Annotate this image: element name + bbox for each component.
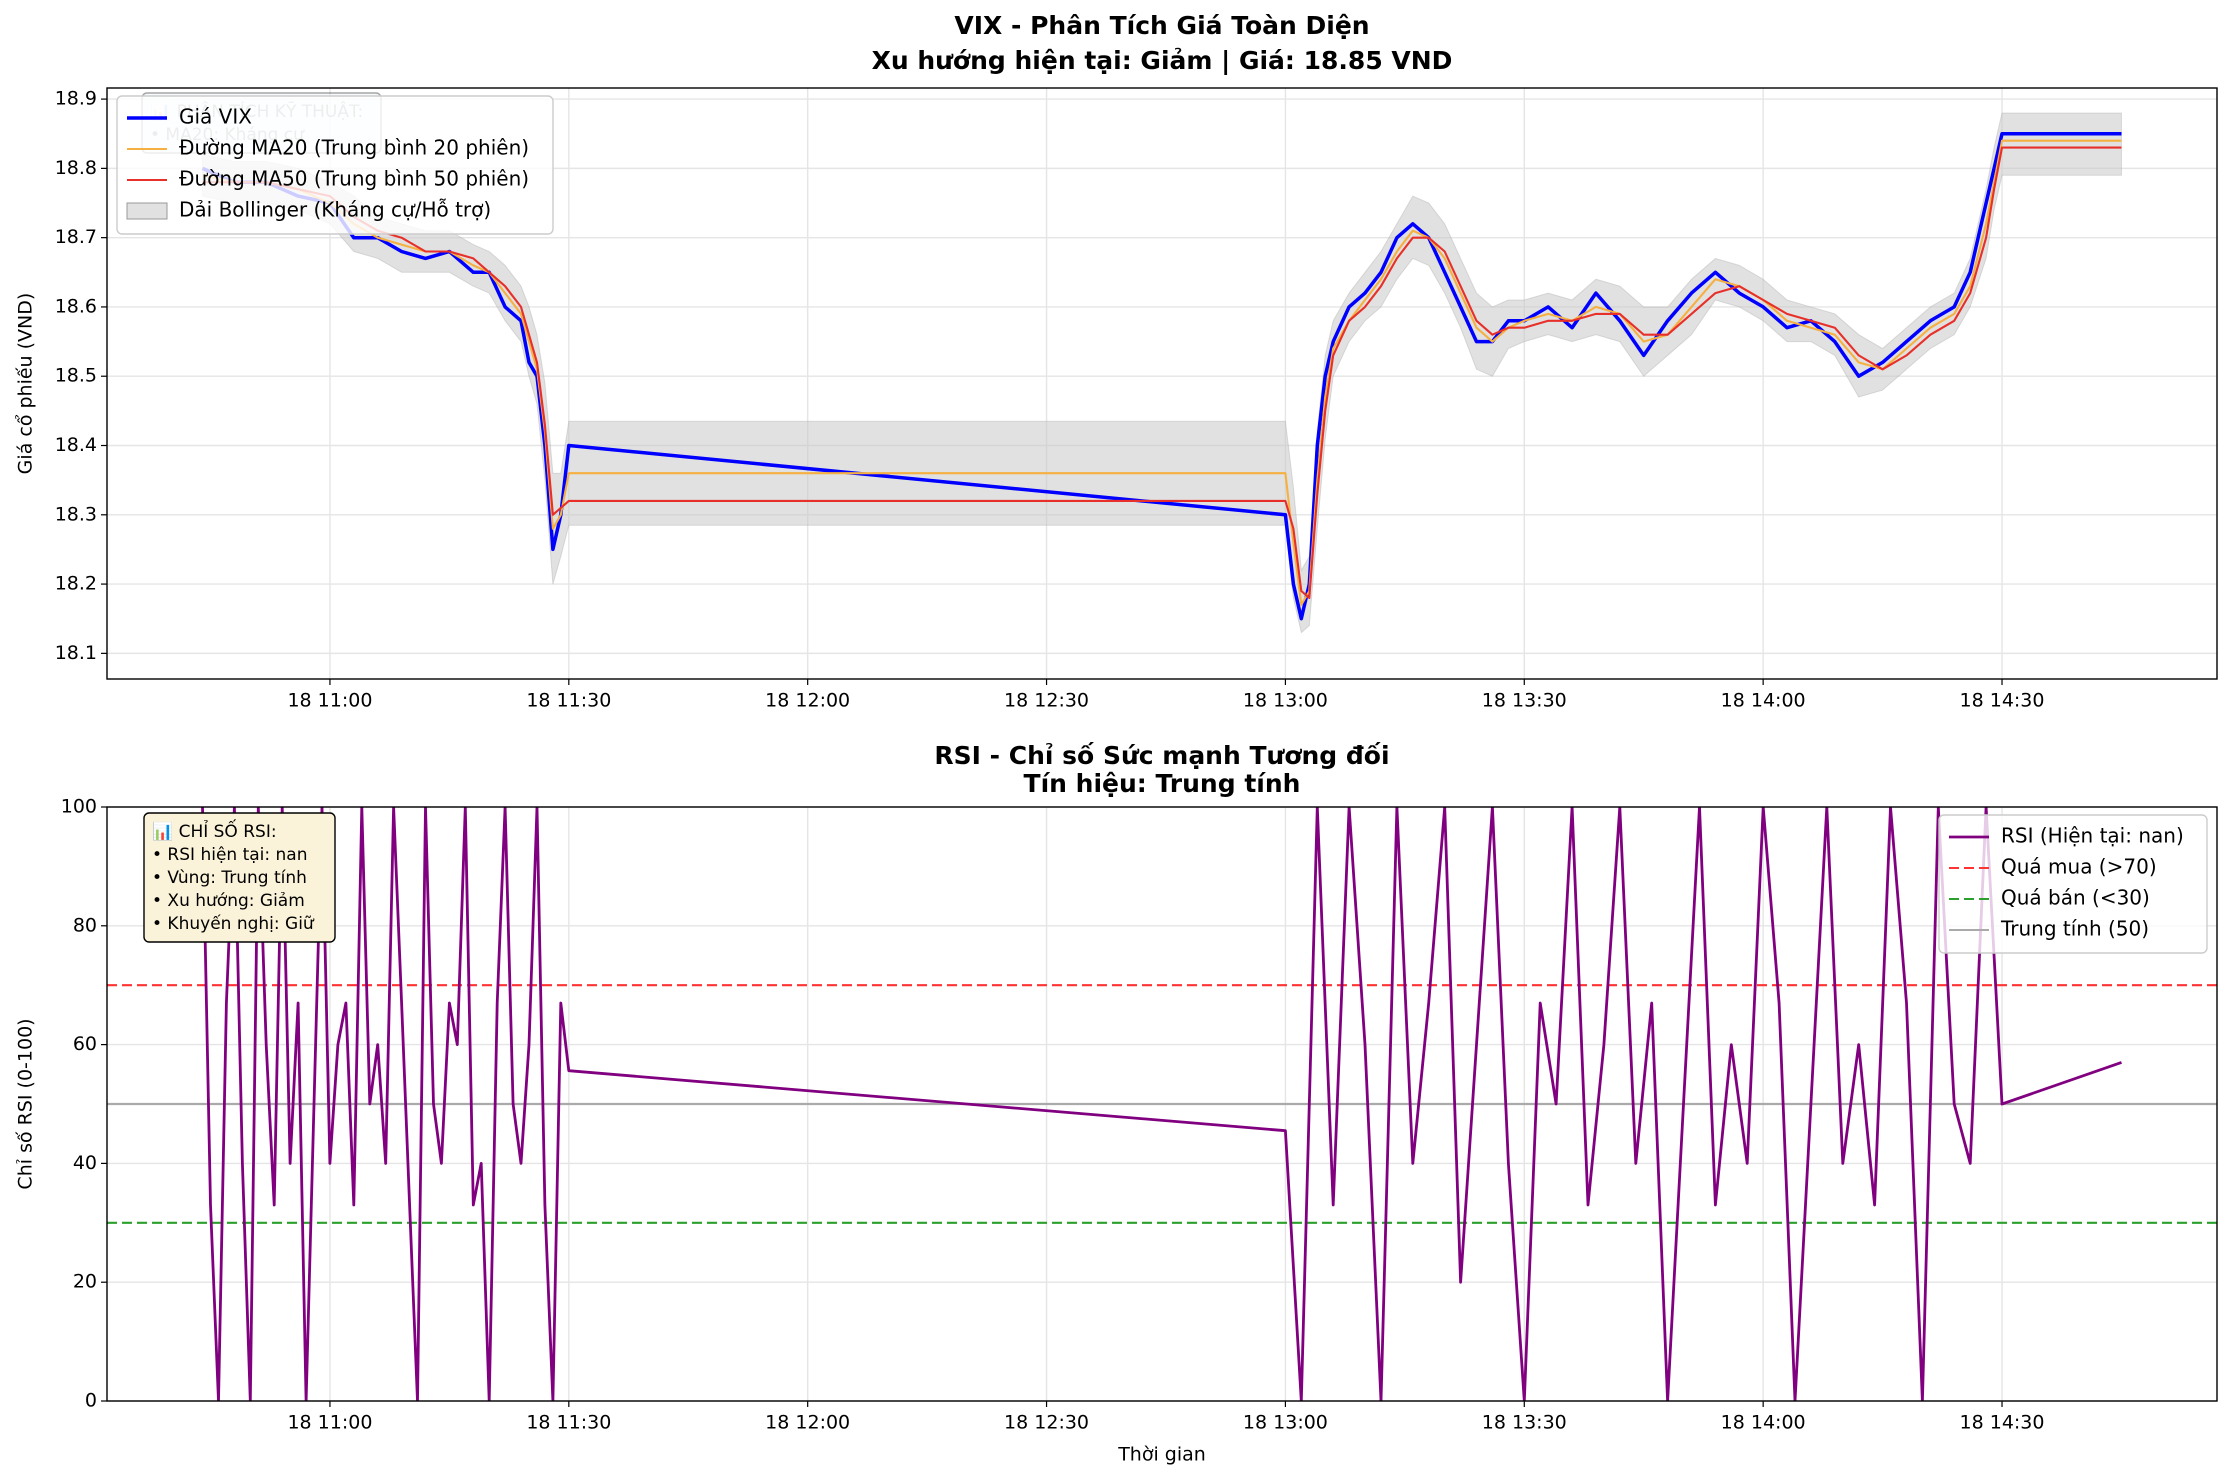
y-tick-label: 18.3 — [55, 503, 97, 525]
y-tick-label: 60 — [73, 1033, 97, 1055]
chart-subtitle: Xu hướng hiện tại: Giảm | Giá: 18.85 VND — [872, 46, 1453, 75]
x-tick-label: 18 13:00 — [1243, 1412, 1328, 1434]
annotation-text: • RSI hiện tại: nan — [152, 845, 308, 865]
legend-label: Giá VIX — [179, 105, 252, 129]
series-line — [201, 131, 2122, 621]
x-tick-label: 18 12:00 — [765, 690, 850, 712]
x-tick-label: 18 14:30 — [1960, 690, 2045, 712]
legend-label: Đường MA50 (Trung bình 50 phiên) — [179, 167, 529, 191]
bollinger-band — [202, 112, 2122, 634]
legend: Giá VIX Đường MA20 (Trung bình 20 phiên) Đ… — [116, 95, 554, 235]
y-tick-label: 18.6 — [55, 295, 97, 317]
legend-label: Trung tính (50) — [2000, 917, 2149, 941]
plot-area — [107, 807, 2217, 1401]
x-tick-label: 18 12:00 — [765, 1412, 850, 1434]
y-tick-label: 20 — [73, 1271, 97, 1293]
y-tick-label: 18.8 — [55, 157, 97, 179]
y-tick-label: 100 — [61, 796, 97, 818]
y-tick-label: 80 — [73, 914, 97, 936]
series-line — [201, 807, 2122, 1401]
y-tick-label: 18.9 — [55, 88, 97, 110]
x-tick-label: 18 13:30 — [1482, 1412, 1567, 1434]
annotation-text: 📊 CHỈ SỐ RSI: — [152, 818, 277, 842]
y-tick-label: 18.7 — [55, 226, 97, 248]
y-axis-label: Chỉ số RSI (0-100) — [15, 1018, 37, 1189]
x-tick-label: 18 12:30 — [1004, 1412, 1089, 1434]
x-tick-label: 18 11:30 — [526, 1412, 611, 1434]
annotation-text: • Khuyến nghị: Giữ — [152, 913, 315, 934]
legend-box — [1938, 814, 2208, 954]
legend-label: Dải Bollinger (Kháng cự/Hỗ trợ) — [179, 198, 491, 222]
y-tick-label: 40 — [73, 1152, 97, 1174]
x-tick-label: 18 13:00 — [1243, 690, 1328, 712]
annotation-box — [143, 812, 336, 943]
legend: RSI (Hiện tại: nan) Quá mua (>70) Quá bán … — [1938, 814, 2208, 954]
plot-frame — [106, 806, 2218, 1402]
annotation: 📊 CHỈ SỐ RSI: • RSI hiện tại: nan • Vùng: … — [143, 812, 336, 943]
y-axis-label: Giá cổ phiếu (VND) — [15, 293, 37, 475]
series-line — [202, 139, 2122, 606]
legend-label: RSI (Hiện tại: nan) — [2001, 824, 2184, 848]
y-tick-label: 18.4 — [55, 434, 97, 456]
legend-label: Quá bán (<30) — [2001, 886, 2150, 910]
plot-area — [201, 112, 2122, 634]
x-tick-label: 18 13:30 — [1482, 690, 1567, 712]
y-tick-label: 18.2 — [55, 573, 97, 595]
series-line — [202, 146, 2122, 599]
x-axis-label: Thời gian — [1117, 1444, 1206, 1466]
chart-title: VIX - Phân Tích Giá Toàn Diện — [954, 11, 1369, 40]
y-tick-label: 0 — [85, 1390, 97, 1412]
annotation-text: • Xu hướng: Giảm — [152, 891, 305, 911]
x-tick-label: 18 14:30 — [1960, 1412, 2045, 1434]
y-tick-label: 18.1 — [55, 642, 97, 664]
legend-label: Quá mua (>70) — [2001, 855, 2157, 879]
x-tick-label: 18 11:00 — [287, 690, 372, 712]
x-tick-label: 18 11:00 — [287, 1412, 372, 1434]
x-tick-label: 18 14:00 — [1721, 690, 1806, 712]
legend-label: Đường MA20 (Trung bình 20 phiên) — [179, 136, 529, 160]
x-tick-label: 18 11:30 — [526, 690, 611, 712]
y-tick-label: 18.5 — [55, 365, 97, 387]
annotation-text: • Vùng: Trung tính — [152, 868, 307, 888]
x-tick-label: 18 14:00 — [1721, 1412, 1806, 1434]
plot-frame — [106, 87, 2218, 680]
chart-title: RSI - Chỉ số Sức mạnh Tương đối — [934, 741, 1389, 770]
x-tick-label: 18 12:30 — [1004, 690, 1089, 712]
legend-box — [116, 95, 554, 235]
legend-swatch — [126, 202, 168, 220]
chart-subtitle: Tín hiệu: Trung tính — [1024, 769, 1301, 798]
